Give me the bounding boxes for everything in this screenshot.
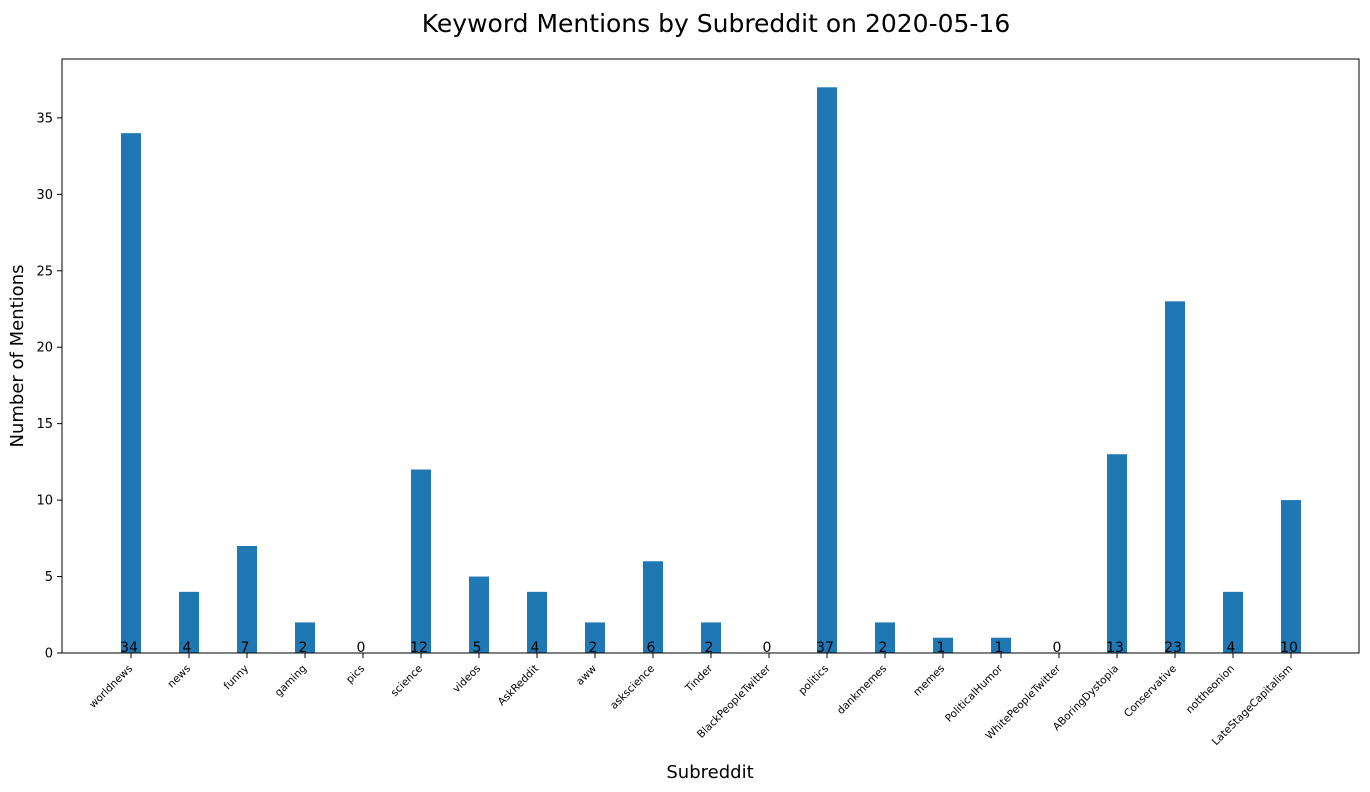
data-label-news: 4 bbox=[183, 640, 192, 656]
bar-worldnews bbox=[121, 133, 141, 654]
x-tick-label-dankmemes: dankmemes bbox=[835, 663, 889, 717]
x-tick-label-funny: funny bbox=[222, 663, 252, 693]
data-label-dankmemes: 2 bbox=[879, 640, 888, 656]
data-label-gaming: 2 bbox=[299, 640, 308, 656]
bars-layer bbox=[121, 87, 1301, 654]
data-label-PoliticalHumor: 1 bbox=[995, 640, 1004, 656]
data-label-LateStageCapitalism: 10 bbox=[1280, 640, 1298, 656]
x-tick-label-science: science bbox=[389, 663, 425, 699]
bar-aww bbox=[585, 622, 605, 653]
bar-videos bbox=[469, 576, 489, 653]
y-tick-label: 25 bbox=[36, 264, 53, 279]
x-tick-label-nottheonion: nottheonion bbox=[1184, 663, 1237, 716]
y-axis-label: Number of Mentions bbox=[7, 265, 28, 448]
bar-politics bbox=[817, 87, 837, 654]
data-label-memes: 1 bbox=[937, 640, 946, 656]
data-label-Conservative: 23 bbox=[1164, 640, 1182, 656]
data-label-worldnews: 34 bbox=[120, 640, 138, 656]
bar-dankmemes bbox=[875, 622, 895, 653]
data-label-politics: 37 bbox=[816, 640, 834, 656]
x-tick-label-askscience: askscience bbox=[608, 663, 657, 712]
bar-science bbox=[411, 469, 431, 653]
y-tick-label: 20 bbox=[36, 341, 53, 356]
data-label-ABoringDystopia: 13 bbox=[1106, 640, 1124, 656]
y-tick-label: 15 bbox=[36, 417, 53, 432]
x-axis-label: Subreddit bbox=[666, 762, 753, 783]
bar-news bbox=[179, 591, 199, 653]
bar-nottheonion bbox=[1223, 591, 1243, 653]
data-label-BlackPeopleTwitter: 0 bbox=[763, 640, 772, 656]
x-tick-label-aww: aww bbox=[574, 662, 599, 687]
x-tick-label-gaming: gaming bbox=[273, 663, 309, 699]
x-tick-label-news: news bbox=[165, 663, 193, 691]
bar-askscience bbox=[643, 561, 663, 653]
bar-Tinder bbox=[701, 622, 721, 653]
y-tick-label: 10 bbox=[36, 494, 53, 509]
x-tick-label-politics: politics bbox=[796, 663, 831, 698]
bar-gaming bbox=[295, 622, 315, 653]
x-tick-label-Tinder: Tinder bbox=[683, 662, 716, 695]
x-tick-label-worldnews: worldnews bbox=[87, 663, 135, 711]
bar-memes bbox=[933, 637, 953, 653]
bar-funny bbox=[237, 545, 257, 653]
x-tick-label-ABoringDystopia: ABoringDystopia bbox=[1051, 663, 1122, 734]
bar-LateStageCapitalism bbox=[1281, 500, 1301, 653]
x-tick-label-videos: videos bbox=[450, 663, 483, 696]
data-label-videos: 5 bbox=[473, 640, 482, 656]
x-tick-label-pics: pics bbox=[344, 663, 367, 686]
y-tick-label: 5 bbox=[45, 570, 53, 585]
data-label-pics: 0 bbox=[357, 640, 366, 656]
data-label-Tinder: 2 bbox=[705, 640, 714, 656]
data-label-AskReddit: 4 bbox=[531, 640, 540, 656]
x-tick-label-PoliticalHumor: PoliticalHumor bbox=[943, 662, 1006, 725]
bar-Conservative bbox=[1165, 301, 1185, 653]
x-axis: worldnews news funny gaming pics science video… bbox=[87, 653, 1295, 748]
x-tick-label-Conservative: Conservative bbox=[1122, 663, 1179, 720]
y-tick-label: 35 bbox=[36, 111, 53, 126]
x-tick-label-memes: memes bbox=[911, 663, 947, 699]
data-label-funny: 7 bbox=[241, 640, 250, 656]
bar-PoliticalHumor bbox=[991, 637, 1011, 653]
data-label-askscience: 6 bbox=[647, 640, 656, 656]
bar-ABoringDystopia bbox=[1107, 454, 1127, 653]
chart-title: Keyword Mentions by Subreddit on 2020-05… bbox=[422, 9, 1011, 38]
y-axis: 0 5 10 15 20 25 30 35 bbox=[36, 111, 62, 662]
data-label-science: 12 bbox=[410, 640, 428, 656]
data-labels-layer: 34 4 7 2 0 12 5 4 2 6 2 0 37 2 1 1 0 13 23 4 10 bbox=[120, 640, 1298, 656]
bar-AskReddit bbox=[527, 591, 547, 653]
y-tick-label: 0 bbox=[45, 647, 53, 662]
data-label-WhitePeopleTwitter: 0 bbox=[1053, 640, 1062, 656]
y-tick-label: 30 bbox=[36, 188, 53, 203]
data-label-nottheonion: 4 bbox=[1227, 640, 1236, 656]
x-tick-label-AskReddit: AskReddit bbox=[496, 663, 542, 709]
data-label-aww: 2 bbox=[589, 640, 598, 656]
